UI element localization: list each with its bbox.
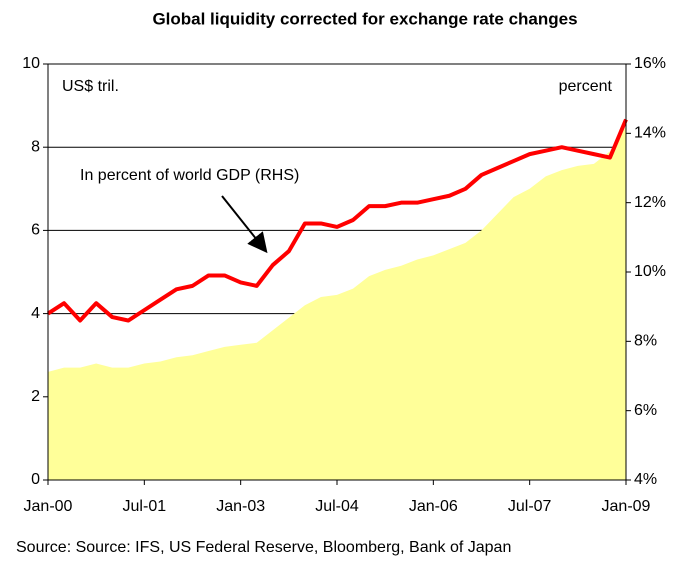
y-axis-label: US$ tril.	[62, 78, 119, 95]
chart-title: Global liquidity corrected for exchange …	[152, 9, 577, 28]
y2-tick-label: 8%	[634, 333, 657, 350]
x-tick-label: Jul-01	[123, 498, 167, 515]
y-tick-label: 2	[31, 388, 40, 405]
y2-tick-label: 6%	[634, 402, 657, 419]
annotation-arrow	[221, 195, 268, 254]
y2-tick-label: 14%	[634, 125, 666, 142]
x-tick-label: Jan-03	[216, 498, 265, 515]
y-tick-label: 8	[31, 138, 40, 155]
x-tick-label: Jan-00	[24, 498, 73, 515]
y2-tick-label: 12%	[634, 194, 666, 211]
y2-tick-label: 4%	[634, 471, 657, 488]
x-tick-label: Jul-04	[315, 498, 359, 515]
area	[48, 126, 626, 481]
y2-axis-label: percent	[559, 78, 613, 95]
y-tick-label: 6	[31, 222, 40, 239]
y2-tick-label: 10%	[634, 263, 666, 280]
y-tick-label: 0	[31, 471, 40, 488]
x-tick-label: Jan-06	[409, 498, 458, 515]
source: Source: Source: IFS, US Federal Reserve,…	[16, 539, 511, 556]
x-tick-label: Jan-09	[602, 498, 651, 515]
y2-tick-label: 16%	[634, 55, 666, 72]
y-tick-label: 4	[31, 305, 40, 322]
annotation: In percent of world GDP (RHS)	[80, 167, 299, 184]
x-tick-label: Jul-07	[508, 498, 552, 515]
line	[46, 118, 628, 323]
y-tick-label: 10	[22, 55, 40, 72]
